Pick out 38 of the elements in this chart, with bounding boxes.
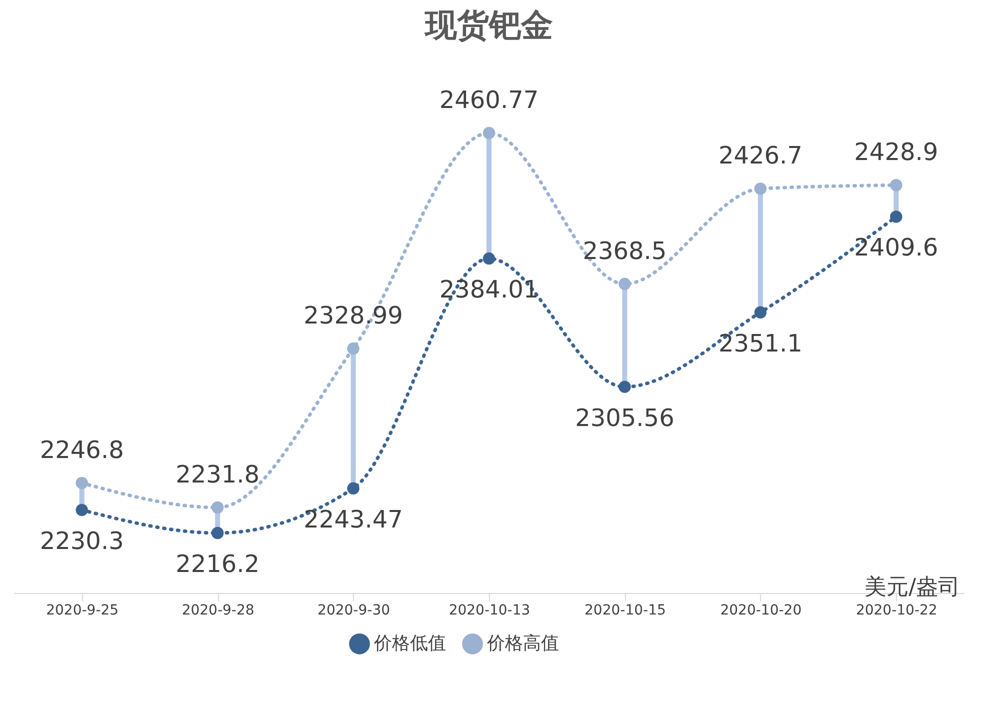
point bbox=[347, 482, 360, 495]
data-label: 2216.2 bbox=[176, 550, 260, 578]
point bbox=[890, 210, 902, 223]
data-label: 2409.6 bbox=[854, 234, 938, 262]
data-label: 2351.1 bbox=[718, 329, 802, 358]
x-tick-label: 2020-9-30 bbox=[318, 602, 390, 618]
data-label: 2246.8 bbox=[40, 436, 124, 464]
text: 美元/盎司 bbox=[864, 574, 960, 602]
point bbox=[211, 501, 224, 514]
x-tick-label: 2020-10-13 bbox=[448, 602, 530, 618]
data-label: 2305.56 bbox=[575, 404, 674, 432]
point bbox=[76, 476, 88, 490]
point bbox=[618, 380, 631, 393]
chart-title: 现货钯金 bbox=[424, 6, 553, 44]
x-tick-label: 2020-10-15 bbox=[584, 602, 666, 618]
x-tick-label: 2020-10-22 bbox=[856, 602, 938, 618]
data-label: 2428.9 bbox=[854, 138, 938, 166]
point bbox=[347, 342, 360, 355]
x-tick-label: 2020-9-28 bbox=[182, 602, 254, 618]
point bbox=[211, 526, 224, 540]
data-label: 2243.47 bbox=[304, 505, 403, 534]
data-label: 2328.99 bbox=[304, 302, 403, 330]
data-label: 2230.3 bbox=[40, 526, 124, 555]
point bbox=[890, 179, 902, 192]
x-tick-label: 2020-9-25 bbox=[46, 602, 119, 618]
data-label: 2426.7 bbox=[718, 142, 802, 170]
point bbox=[754, 306, 767, 318]
legend-label: 价格低值 bbox=[373, 632, 446, 654]
point bbox=[482, 252, 496, 265]
point bbox=[618, 278, 631, 290]
point bbox=[76, 504, 88, 516]
x-tick-label: 2020-10-20 bbox=[720, 602, 802, 618]
data-label: 2368.5 bbox=[582, 236, 667, 265]
point bbox=[482, 126, 496, 140]
point bbox=[754, 182, 767, 195]
legend-label: 价格高值 bbox=[486, 632, 559, 654]
data-label: 2231.8 bbox=[176, 460, 260, 488]
data-label: 2460.77 bbox=[439, 86, 539, 114]
